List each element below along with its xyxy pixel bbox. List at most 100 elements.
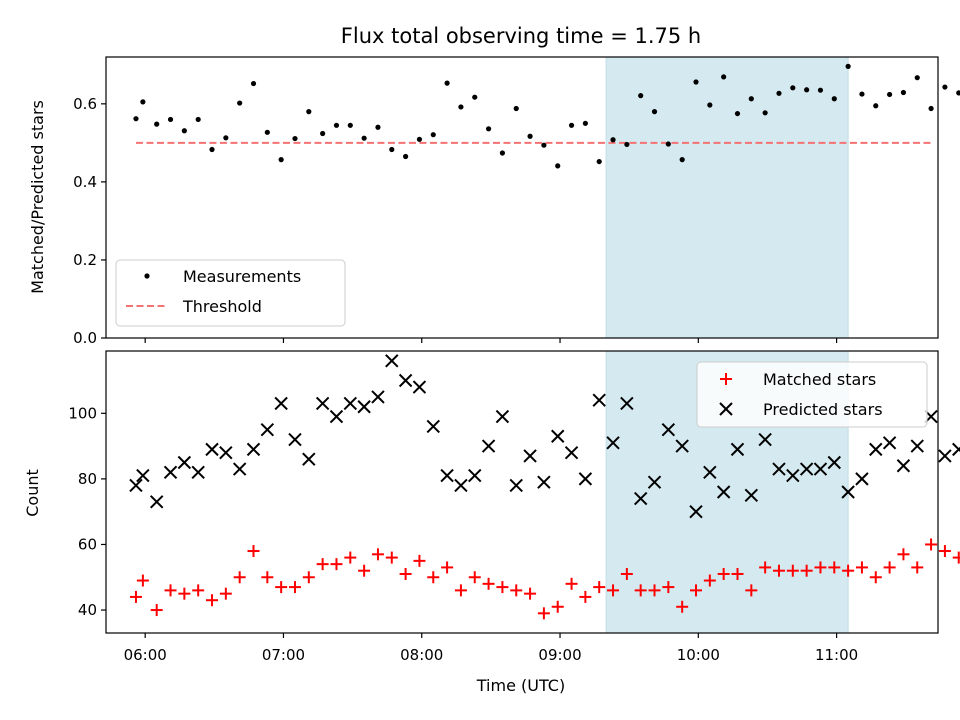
predicted-star-point <box>813 462 828 476</box>
matched-star-point <box>593 581 606 594</box>
matched-star-point <box>952 551 960 564</box>
measurement-point <box>679 157 685 163</box>
measurement-point <box>776 90 782 96</box>
measurement-point <box>887 91 893 98</box>
matched-star-point <box>662 581 675 594</box>
matched-star-point <box>129 590 142 603</box>
matched-star-point <box>302 571 315 584</box>
predicted-star-marker-b <box>606 436 620 450</box>
top-x-ticks <box>144 338 838 343</box>
legend-matched-marker <box>720 373 732 385</box>
measurement-point <box>375 124 381 130</box>
bottom-legend-box <box>696 361 928 428</box>
predicted-star-marker-b <box>869 442 883 457</box>
predicted-star-point <box>219 445 233 460</box>
matched-star-point <box>537 607 550 620</box>
measurement-point <box>817 87 824 93</box>
measurement-point <box>914 75 920 81</box>
predicted-star-marker-b <box>163 465 178 480</box>
measurement-point <box>596 158 602 165</box>
measurement-point <box>651 109 658 115</box>
predicted-star-point <box>786 468 800 483</box>
measurement-point <box>133 116 139 122</box>
measurement-point <box>195 116 201 123</box>
measurement-point <box>485 126 492 132</box>
measurement-point <box>610 137 616 143</box>
predicted-star-marker-b <box>426 419 440 434</box>
predicted-star-marker-b <box>578 472 593 486</box>
matched-star-point <box>247 545 260 558</box>
predicted-star-marker-b <box>620 396 634 411</box>
measurement-point <box>209 146 215 153</box>
measurement-point <box>734 110 741 117</box>
top-y-axis-label: Matched/Predicted stars <box>28 100 47 294</box>
predicted-star-marker-b <box>772 462 786 476</box>
bottom-y-axis-label: Count <box>23 469 42 517</box>
matched-star-point <box>814 561 827 574</box>
measurement-point <box>693 79 699 85</box>
predicted-star-marker-b <box>357 400 371 414</box>
predicted-star-marker-b <box>260 422 275 437</box>
measurement-point <box>831 96 837 102</box>
top-y-tick-label: 0.0 <box>73 329 97 347</box>
predicted-star-point <box>177 455 192 470</box>
matched-star-point <box>413 554 426 567</box>
top-highlight-span <box>605 56 849 339</box>
predicted-star-point <box>730 442 745 457</box>
matched-star-point <box>150 604 163 617</box>
predicted-star-point <box>343 396 358 411</box>
predicted-star-point <box>129 478 143 493</box>
predicted-star-point <box>246 442 261 457</box>
predicted-star-marker-b <box>288 432 302 447</box>
predicted-star-point <box>620 396 634 411</box>
matched-star-point <box>717 567 730 580</box>
measurement-point <box>403 153 409 160</box>
predicted-star-point <box>938 449 952 463</box>
predicted-star-point <box>689 504 703 519</box>
measurement-point <box>790 85 796 91</box>
predicted-star-marker-b <box>896 459 911 473</box>
predicted-star-marker-b <box>730 442 745 457</box>
measurement-point <box>347 122 353 128</box>
predicted-star-marker-b <box>398 373 413 388</box>
matched-star-point <box>620 567 633 580</box>
predicted-star-point <box>744 488 759 502</box>
predicted-star-point <box>537 475 551 489</box>
legend-predicted-marker <box>719 402 733 416</box>
measurement-point <box>665 141 671 147</box>
bottom-y-axis: 40 60 80 100 <box>68 404 106 619</box>
matched-star-point <box>800 564 813 577</box>
predicted-star-point <box>454 478 468 493</box>
predicted-star-marker-b <box>647 475 662 489</box>
top-y-tick-label: 0.2 <box>73 251 97 269</box>
predicted-star-point <box>481 439 496 453</box>
matched-star-point <box>869 571 882 584</box>
predicted-star-point <box>523 449 537 463</box>
predicted-star-point <box>468 468 482 483</box>
predicted-star-marker-b <box>786 468 800 483</box>
measurement-point <box>237 100 243 106</box>
x-tick-label: 07:00 <box>262 646 305 664</box>
matched-star-point <box>897 548 910 561</box>
measurement-point <box>845 63 851 69</box>
measurement-point <box>320 130 326 137</box>
predicted-star-point <box>191 465 205 480</box>
measurement-point <box>154 121 160 127</box>
predicted-star-marker-b <box>689 504 703 519</box>
bottom-panel: 40 60 80 100 06:00 07:00 08:00 09:00 10:00 11:00… <box>23 350 960 695</box>
measurement-point <box>292 135 298 142</box>
matched-star-point <box>634 584 647 597</box>
predicted-star-point <box>869 442 883 457</box>
top-y-tick-label: 0.4 <box>73 173 97 191</box>
measurements-series <box>133 63 960 169</box>
predicted-star-marker-b <box>177 455 192 470</box>
matched-star-point <box>330 558 343 571</box>
predicted-star-point <box>426 419 440 434</box>
matched-star-point <box>275 581 288 594</box>
predicted-star-point <box>578 472 593 486</box>
predicted-star-point <box>758 432 772 447</box>
predicted-star-marker-b <box>813 462 828 476</box>
predicted-star-point <box>896 459 911 473</box>
predicted-star-marker-b <box>564 445 579 460</box>
